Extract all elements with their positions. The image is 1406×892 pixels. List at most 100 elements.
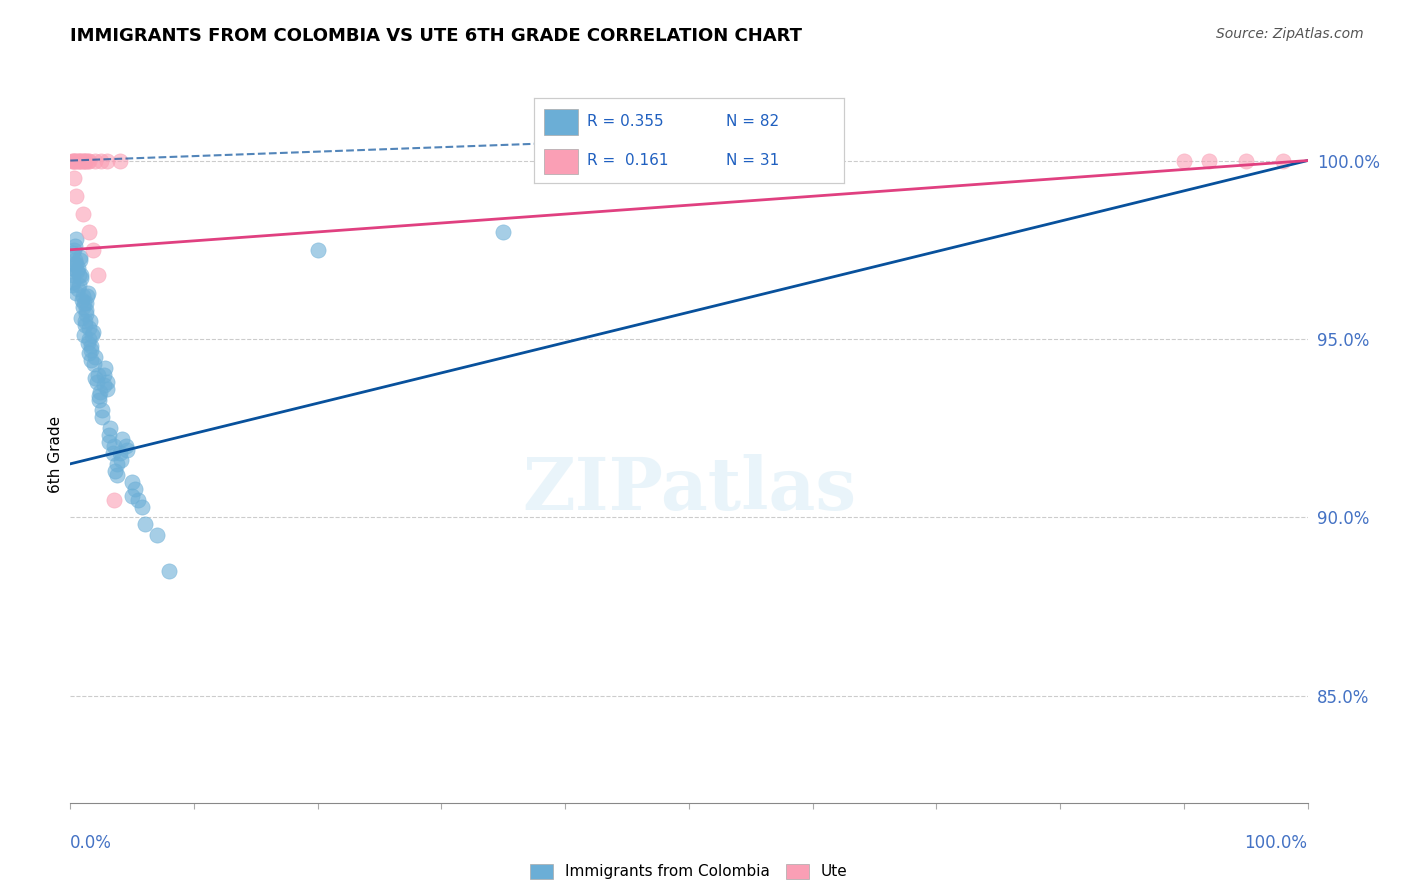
Point: [72, 153, 94, 168]
Point: [70, 268, 93, 282]
Point: [60, 153, 83, 168]
Point: [83, 357, 105, 371]
Point: [108, 153, 131, 168]
Point: [66, 264, 89, 278]
Point: [77, 153, 100, 168]
Point: [103, 492, 125, 507]
Point: [63, 243, 86, 257]
Point: [67, 153, 90, 168]
Text: R =  0.161: R = 0.161: [586, 153, 668, 169]
Point: [60, 278, 83, 293]
Point: [80, 328, 103, 343]
Text: Source: ZipAtlas.com: Source: ZipAtlas.com: [1216, 27, 1364, 41]
Point: [69, 153, 91, 168]
Point: [73, 296, 96, 310]
Point: [79, 321, 101, 335]
Point: [62, 275, 84, 289]
Point: [76, 285, 98, 300]
Point: [157, 564, 180, 578]
Point: [75, 303, 97, 318]
Point: [80, 353, 103, 368]
Point: [77, 346, 100, 360]
Point: [146, 528, 169, 542]
Point: [70, 310, 93, 325]
Point: [84, 350, 107, 364]
Point: [77, 335, 100, 350]
Point: [90, 153, 112, 168]
Point: [63, 171, 86, 186]
Point: [63, 257, 86, 271]
Point: [75, 296, 97, 310]
Point: [98, 421, 121, 435]
Point: [96, 375, 118, 389]
Point: [73, 318, 96, 332]
Point: [90, 410, 112, 425]
Point: [62, 260, 84, 275]
Point: [69, 253, 91, 268]
Point: [72, 289, 94, 303]
Point: [70, 293, 93, 307]
Point: [75, 153, 97, 168]
Point: [97, 435, 120, 450]
Text: N = 82: N = 82: [725, 114, 779, 129]
Point: [80, 339, 103, 353]
Text: 100.0%: 100.0%: [1244, 834, 1308, 852]
Point: [84, 371, 107, 385]
Point: [62, 153, 84, 168]
Point: [87, 389, 110, 403]
Point: [65, 253, 87, 268]
Point: [93, 378, 115, 392]
Point: [62, 268, 84, 282]
Point: [67, 268, 90, 282]
Point: [104, 464, 127, 478]
Point: [86, 368, 108, 382]
Point: [69, 250, 91, 264]
Point: [63, 153, 86, 168]
Point: [76, 289, 98, 303]
Point: [121, 475, 143, 489]
Point: [79, 314, 101, 328]
Text: ZIPatlas: ZIPatlas: [522, 454, 856, 525]
Point: [77, 225, 100, 239]
Point: [66, 260, 89, 275]
Point: [72, 207, 94, 221]
Point: [67, 282, 90, 296]
Point: [63, 239, 86, 253]
Point: [105, 457, 128, 471]
Point: [75, 153, 97, 168]
Point: [65, 257, 87, 271]
Point: [127, 492, 149, 507]
Point: [96, 382, 118, 396]
Point: [65, 153, 87, 168]
Point: [82, 243, 104, 257]
Point: [75, 307, 97, 321]
Point: [84, 153, 107, 168]
Text: R = 0.355: R = 0.355: [586, 114, 664, 129]
Point: [70, 153, 93, 168]
Point: [103, 439, 125, 453]
Legend: Immigrants from Colombia, Ute: Immigrants from Colombia, Ute: [524, 857, 853, 886]
Point: [80, 343, 103, 357]
Text: 0.0%: 0.0%: [70, 834, 112, 852]
Point: [73, 328, 96, 343]
Text: IMMIGRANTS FROM COLOMBIA VS UTE 6TH GRADE CORRELATION CHART: IMMIGRANTS FROM COLOMBIA VS UTE 6TH GRAD…: [70, 27, 803, 45]
Point: [115, 439, 138, 453]
Point: [307, 243, 329, 257]
Point: [1271, 153, 1294, 168]
Point: [89, 385, 111, 400]
Text: N = 31: N = 31: [725, 153, 779, 169]
FancyBboxPatch shape: [544, 109, 578, 135]
Point: [69, 271, 91, 285]
Point: [1198, 153, 1220, 168]
Point: [111, 432, 134, 446]
Point: [89, 392, 111, 407]
Point: [72, 300, 94, 314]
Point: [60, 246, 83, 260]
Point: [73, 153, 96, 168]
Point: [77, 332, 100, 346]
Point: [96, 153, 118, 168]
FancyBboxPatch shape: [544, 149, 578, 175]
Point: [108, 446, 131, 460]
Point: [110, 453, 132, 467]
Point: [76, 153, 98, 168]
